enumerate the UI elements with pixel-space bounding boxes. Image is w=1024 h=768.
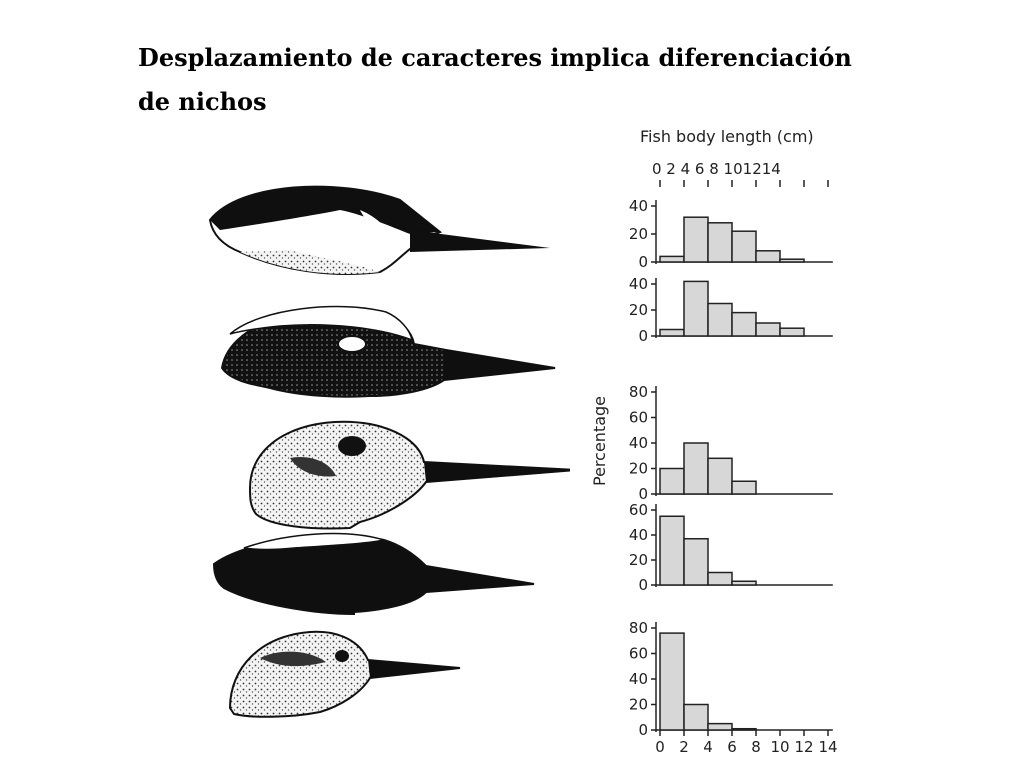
- kingfisher-head-3: [248, 420, 570, 530]
- y-axis-title: Percentage: [590, 396, 609, 486]
- histogram-bar: [779, 327, 805, 337]
- histogram-bar: [707, 222, 733, 263]
- histogram-bar: [659, 255, 685, 263]
- y-tick-label: 20: [629, 225, 648, 243]
- histogram-bar: [731, 580, 757, 586]
- x-tick-label-bottom: 2: [679, 738, 689, 756]
- slide-title: Desplazamiento de caracteres implica dif…: [138, 36, 938, 124]
- y-tick-label: 20: [629, 301, 648, 319]
- y-tick-label: 60: [629, 645, 648, 663]
- histogram-bar: [755, 322, 781, 337]
- y-tick-label: 60: [629, 501, 648, 519]
- y-tick-label: 40: [629, 526, 648, 544]
- histogram-bar: [707, 302, 733, 337]
- y-tick-label: 40: [629, 670, 648, 688]
- kingfisher-head-5: [228, 630, 461, 718]
- histogram-panel-4: 60 40 20 0: [629, 501, 833, 594]
- kingfisher-head-4: [212, 532, 535, 616]
- y-tick-label: 40: [629, 275, 648, 293]
- histogram-bar: [683, 216, 709, 263]
- y-tick-label: 20: [629, 551, 648, 569]
- y-tick-label: 40: [629, 197, 648, 215]
- slide-title-line-2: de nichos: [138, 87, 267, 116]
- histogram-bar: [683, 442, 709, 495]
- slide-title-line-1: Desplazamiento de caracteres implica dif…: [138, 43, 852, 72]
- x-tick-label-bottom: 0: [655, 738, 665, 756]
- histogram-bar: [683, 538, 709, 586]
- x-tick-label-bottom: 14: [818, 738, 837, 756]
- histogram-panel-1: 40 20 0: [629, 197, 833, 271]
- histogram-bar: [707, 722, 733, 731]
- histogram-panel-2: 40 20 0: [629, 275, 833, 345]
- y-tick-label: 40: [629, 434, 648, 452]
- y-tick-label: 0: [638, 576, 648, 594]
- kingfisher-head-1: [208, 185, 550, 275]
- histogram-bar: [779, 258, 805, 263]
- histogram-bar: [659, 467, 685, 495]
- histogram-bar: [659, 515, 685, 586]
- x-tick-label-bottom: 12: [794, 738, 813, 756]
- histogram-bar: [731, 230, 757, 263]
- histogram-bar: [659, 328, 685, 337]
- kingfisher-head-2: [220, 305, 556, 398]
- histogram-bar: [731, 311, 757, 337]
- histogram-bar: [683, 280, 709, 337]
- x-tick-label-bottom: 10: [770, 738, 789, 756]
- histogram-bar: [731, 727, 757, 731]
- histogram-bar: [731, 480, 757, 495]
- histogram-bar: [707, 571, 733, 586]
- x-tick-labels-top: 0 2 4 6 8 101214: [652, 160, 781, 178]
- kingfisher-heads-illustration: [208, 185, 570, 718]
- histogram-bar: [707, 457, 733, 495]
- histogram-bar: [683, 703, 709, 731]
- y-tick-label: 80: [629, 619, 648, 637]
- x-tick-label-bottom: 8: [751, 738, 761, 756]
- histogram-bar: [659, 632, 685, 731]
- y-tick-label: 60: [629, 409, 648, 427]
- y-tick-label: 20: [629, 460, 648, 478]
- x-tick-label-bottom: 6: [727, 738, 737, 756]
- x-axis-title-top: Fish body length (cm): [640, 127, 814, 146]
- histogram-bar: [755, 250, 781, 263]
- y-tick-label: 80: [629, 383, 648, 401]
- y-tick-label: 0: [638, 253, 648, 271]
- y-tick-label: 0: [638, 327, 648, 345]
- y-tick-label: 0: [638, 485, 648, 503]
- histogram-panel-5: 80 60 40 20 0: [629, 619, 833, 739]
- y-tick-label: 20: [629, 696, 648, 714]
- histogram-panel-3: 80 60 40 20 0: [629, 383, 833, 503]
- x-tick-label-bottom: 4: [703, 738, 713, 756]
- y-tick-label: 0: [638, 721, 648, 739]
